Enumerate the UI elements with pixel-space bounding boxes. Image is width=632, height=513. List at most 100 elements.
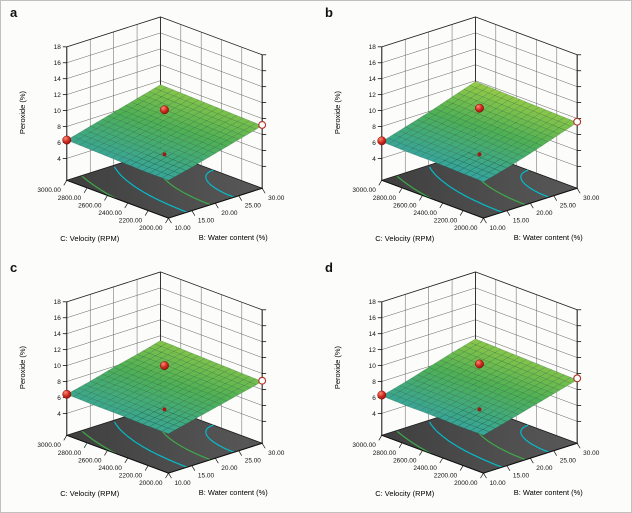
- svg-text:Peroxide (%): Peroxide (%): [333, 345, 342, 389]
- surface-plot-b: 4 6 8 10 12 14 16 18 10.00 15.00 20.00 25.00 30.00 20…: [333, 16, 600, 243]
- svg-text:14: 14: [369, 331, 377, 338]
- svg-text:25.00: 25.00: [245, 203, 262, 210]
- svg-text:30.00: 30.00: [583, 195, 600, 202]
- svg-text:2400.00: 2400.00: [98, 210, 122, 217]
- svg-text:14: 14: [369, 76, 377, 83]
- svg-text:2000.00: 2000.00: [139, 480, 163, 487]
- svg-text:Peroxide (%): Peroxide (%): [18, 345, 27, 389]
- svg-text:8: 8: [372, 379, 376, 386]
- svg-text:4: 4: [372, 156, 376, 163]
- svg-text:B: Water content (%): B: Water content (%): [514, 488, 584, 497]
- svg-text:3000.00: 3000.00: [37, 442, 61, 449]
- svg-text:30.00: 30.00: [583, 450, 600, 457]
- svg-text:20.00: 20.00: [536, 465, 553, 472]
- svg-text:15.00: 15.00: [198, 218, 215, 225]
- svg-text:8: 8: [372, 124, 376, 131]
- svg-text:2800.00: 2800.00: [373, 195, 397, 202]
- panel-d: d 4 6 8 10 12 14 16 18 10.00 15.00 20.00 25.00 30.00…: [316, 256, 631, 511]
- svg-text:2600.00: 2600.00: [393, 457, 417, 464]
- svg-text:2200.00: 2200.00: [434, 218, 458, 225]
- panel-b: b 4 6 8 10 12 14 16 18 10.00 15.00 20.00 25.00 30.00…: [316, 1, 631, 256]
- svg-text:2200.00: 2200.00: [434, 473, 458, 480]
- svg-text:25.00: 25.00: [560, 458, 577, 465]
- panel-label-a: a: [10, 5, 18, 20]
- surface-plot-a: 4 6 8 10 12 14 16 18 10.00 15.00 20.00 25.00 30.00 20…: [18, 16, 285, 243]
- svg-text:10.00: 10.00: [489, 480, 506, 487]
- svg-text:2400.00: 2400.00: [98, 465, 122, 472]
- svg-text:20.00: 20.00: [221, 465, 238, 472]
- svg-text:2400.00: 2400.00: [413, 210, 437, 217]
- svg-text:16: 16: [54, 315, 62, 322]
- svg-text:2800.00: 2800.00: [58, 450, 82, 457]
- svg-text:20.00: 20.00: [221, 210, 238, 217]
- svg-text:12: 12: [54, 92, 62, 99]
- svg-text:6: 6: [57, 395, 61, 402]
- svg-text:C: Velocity (RPM): C: Velocity (RPM): [375, 234, 434, 243]
- svg-text:8: 8: [57, 379, 61, 386]
- svg-text:Peroxide (%): Peroxide (%): [18, 90, 27, 134]
- svg-text:10.00: 10.00: [174, 225, 191, 232]
- svg-text:30.00: 30.00: [268, 450, 285, 457]
- svg-text:2400.00: 2400.00: [413, 465, 437, 472]
- svg-text:2000.00: 2000.00: [139, 225, 163, 232]
- svg-text:10: 10: [54, 108, 62, 115]
- svg-text:B: Water content (%): B: Water content (%): [514, 233, 584, 242]
- panel-label-b: b: [325, 5, 333, 20]
- svg-text:6: 6: [57, 140, 61, 147]
- svg-text:14: 14: [54, 76, 62, 83]
- svg-text:10: 10: [54, 363, 62, 370]
- surface-plot-d: 4 6 8 10 12 14 16 18 10.00 15.00 20.00 25.00 30.00 20…: [333, 271, 600, 498]
- svg-text:2600.00: 2600.00: [393, 202, 417, 209]
- svg-text:4: 4: [57, 411, 61, 418]
- svg-text:25.00: 25.00: [245, 458, 262, 465]
- svg-text:10: 10: [369, 108, 377, 115]
- svg-text:2000.00: 2000.00: [454, 225, 478, 232]
- svg-text:14: 14: [54, 331, 62, 338]
- svg-text:18: 18: [369, 299, 377, 306]
- svg-text:18: 18: [54, 299, 62, 306]
- svg-text:18: 18: [369, 44, 377, 51]
- svg-text:C: Velocity (RPM): C: Velocity (RPM): [375, 489, 434, 498]
- svg-text:Peroxide (%): Peroxide (%): [333, 90, 342, 134]
- svg-text:15.00: 15.00: [198, 473, 215, 480]
- svg-text:16: 16: [369, 315, 377, 322]
- svg-text:10.00: 10.00: [174, 480, 191, 487]
- svg-text:12: 12: [369, 347, 377, 354]
- panel-c: c 4 6 8 10 12 14 16 18 10.00 15.00 20.00 25.00 30.00…: [1, 256, 316, 511]
- svg-text:4: 4: [372, 411, 376, 418]
- svg-text:2800.00: 2800.00: [373, 450, 397, 457]
- svg-text:15.00: 15.00: [513, 218, 530, 225]
- svg-text:25.00: 25.00: [560, 203, 577, 210]
- svg-text:8: 8: [57, 124, 61, 131]
- svg-text:2600.00: 2600.00: [78, 202, 102, 209]
- svg-text:10.00: 10.00: [489, 225, 506, 232]
- panel-label-c: c: [10, 260, 18, 275]
- svg-text:2800.00: 2800.00: [58, 195, 82, 202]
- panel-label-d: d: [325, 260, 333, 275]
- surface-plot-c: 4 6 8 10 12 14 16 18 10.00 15.00 20.00 25.00 30.00 20…: [18, 271, 285, 498]
- svg-text:12: 12: [369, 92, 377, 99]
- svg-text:2600.00: 2600.00: [78, 457, 102, 464]
- svg-text:20.00: 20.00: [536, 210, 553, 217]
- svg-text:2200.00: 2200.00: [119, 218, 143, 225]
- svg-text:12: 12: [54, 347, 62, 354]
- svg-text:18: 18: [54, 44, 62, 51]
- svg-text:10: 10: [369, 363, 377, 370]
- svg-text:6: 6: [372, 140, 376, 147]
- svg-text:3000.00: 3000.00: [352, 187, 376, 194]
- svg-text:2000.00: 2000.00: [454, 480, 478, 487]
- svg-text:B: Water content (%): B: Water content (%): [199, 233, 269, 242]
- svg-text:15.00: 15.00: [513, 473, 530, 480]
- panel-a: a 4 6 8 10 12 14 16 18 10.00 15.00 20.00 25.00 30.00…: [1, 1, 316, 256]
- svg-text:C: Velocity (RPM): C: Velocity (RPM): [60, 234, 119, 243]
- svg-text:C: Velocity (RPM): C: Velocity (RPM): [60, 489, 119, 498]
- svg-text:30.00: 30.00: [268, 195, 285, 202]
- svg-text:16: 16: [54, 60, 62, 67]
- svg-text:B: Water content (%): B: Water content (%): [199, 488, 269, 497]
- svg-text:4: 4: [57, 156, 61, 163]
- svg-text:3000.00: 3000.00: [37, 187, 61, 194]
- svg-text:16: 16: [369, 60, 377, 67]
- svg-text:3000.00: 3000.00: [352, 442, 376, 449]
- svg-text:2200.00: 2200.00: [119, 473, 143, 480]
